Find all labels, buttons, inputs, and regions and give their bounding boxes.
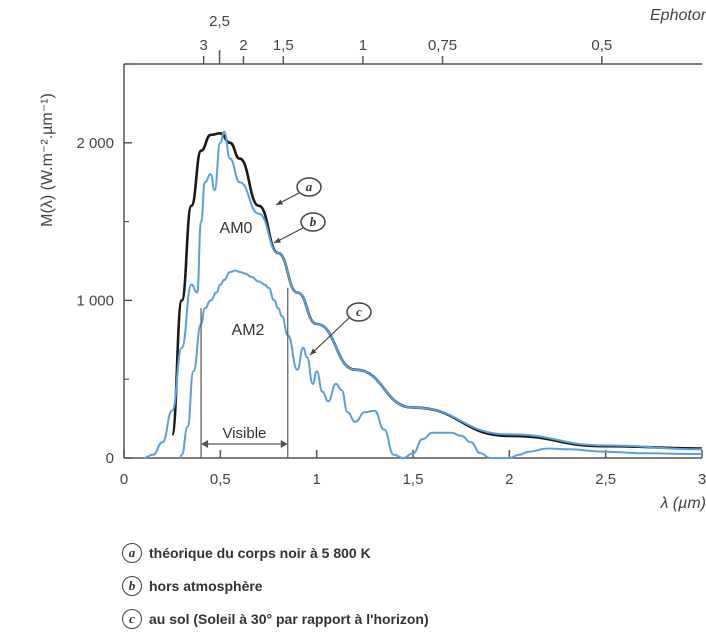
x-tick-label: 3 — [698, 471, 706, 488]
marker-b-letter: b — [310, 214, 317, 229]
top-tick-label: 1,5 — [273, 37, 294, 54]
series-b-line — [143, 130, 703, 459]
x-tick-label: 0,5 — [210, 471, 231, 488]
y-tick-label: 2 000 — [76, 135, 114, 152]
x-tick-label: 2 — [505, 471, 513, 488]
y-axis-title: M(λ) (W.m⁻².µm⁻¹) — [39, 93, 56, 227]
am0-label: AM0 — [220, 220, 253, 237]
annotations: Visible AM0 AM2 a b c — [200, 177, 372, 458]
series-a-line — [170, 132, 703, 450]
marker-c-arrowhead — [310, 348, 317, 355]
x-tick-label: 1 — [312, 471, 320, 488]
x-tick-label: 2,5 — [595, 471, 616, 488]
legend-item: b hors atmosphère — [122, 573, 429, 599]
x-tick-label: 0 — [120, 471, 128, 488]
x-axis-title: λ (µm) — [659, 495, 706, 512]
marker-a-arrowhead — [276, 199, 283, 205]
visible-arrowhead-left — [201, 440, 209, 448]
visible-arrowhead-right — [280, 440, 288, 448]
top-tick-label: 2 — [239, 37, 247, 54]
legend-text: hors atmosphère — [149, 578, 263, 594]
top-tick-label: 0,5 — [591, 37, 612, 54]
legend-letter-a: a — [122, 543, 142, 563]
marker-c-leader — [309, 317, 350, 356]
am2-label: AM2 — [232, 322, 265, 339]
y-tick-label: 1 000 — [76, 292, 114, 309]
legend-letter-b: b — [122, 576, 142, 596]
top-axis-title: Ephotons (eV) — [650, 7, 706, 24]
legend-letter-c: c — [122, 609, 142, 629]
x-tick-label: 1,5 — [403, 471, 424, 488]
top-tick-label: 1 — [359, 37, 367, 54]
series-c-line — [179, 269, 703, 459]
marker-c-circle — [346, 302, 372, 322]
marker-b-circle — [300, 212, 326, 232]
top-tick-label: 2,5 — [209, 13, 230, 30]
y-tick-label: 0 — [106, 450, 114, 467]
legend-text: théorique du corps noir à 5 800 K — [149, 545, 371, 561]
legend-text: au sol (Soleil à 30° par rapport à l'hor… — [149, 611, 429, 627]
legend: a théorique du corps noir à 5 800 K b hors … — [122, 540, 429, 639]
legend-item: a théorique du corps noir à 5 800 K — [122, 540, 429, 566]
top-tick-label: 3 — [199, 37, 207, 54]
marker-a-circle — [296, 177, 322, 197]
marker-a-letter: a — [306, 179, 313, 194]
top-tick-label: 0,75 — [428, 37, 457, 54]
visible-label: Visible — [222, 425, 266, 442]
marker-b-arrowhead — [274, 237, 281, 243]
marker-c-letter: c — [356, 304, 362, 319]
legend-item: c au sol (Soleil à 30° par rapport à l'ho… — [122, 606, 429, 632]
series-curves — [143, 130, 703, 459]
